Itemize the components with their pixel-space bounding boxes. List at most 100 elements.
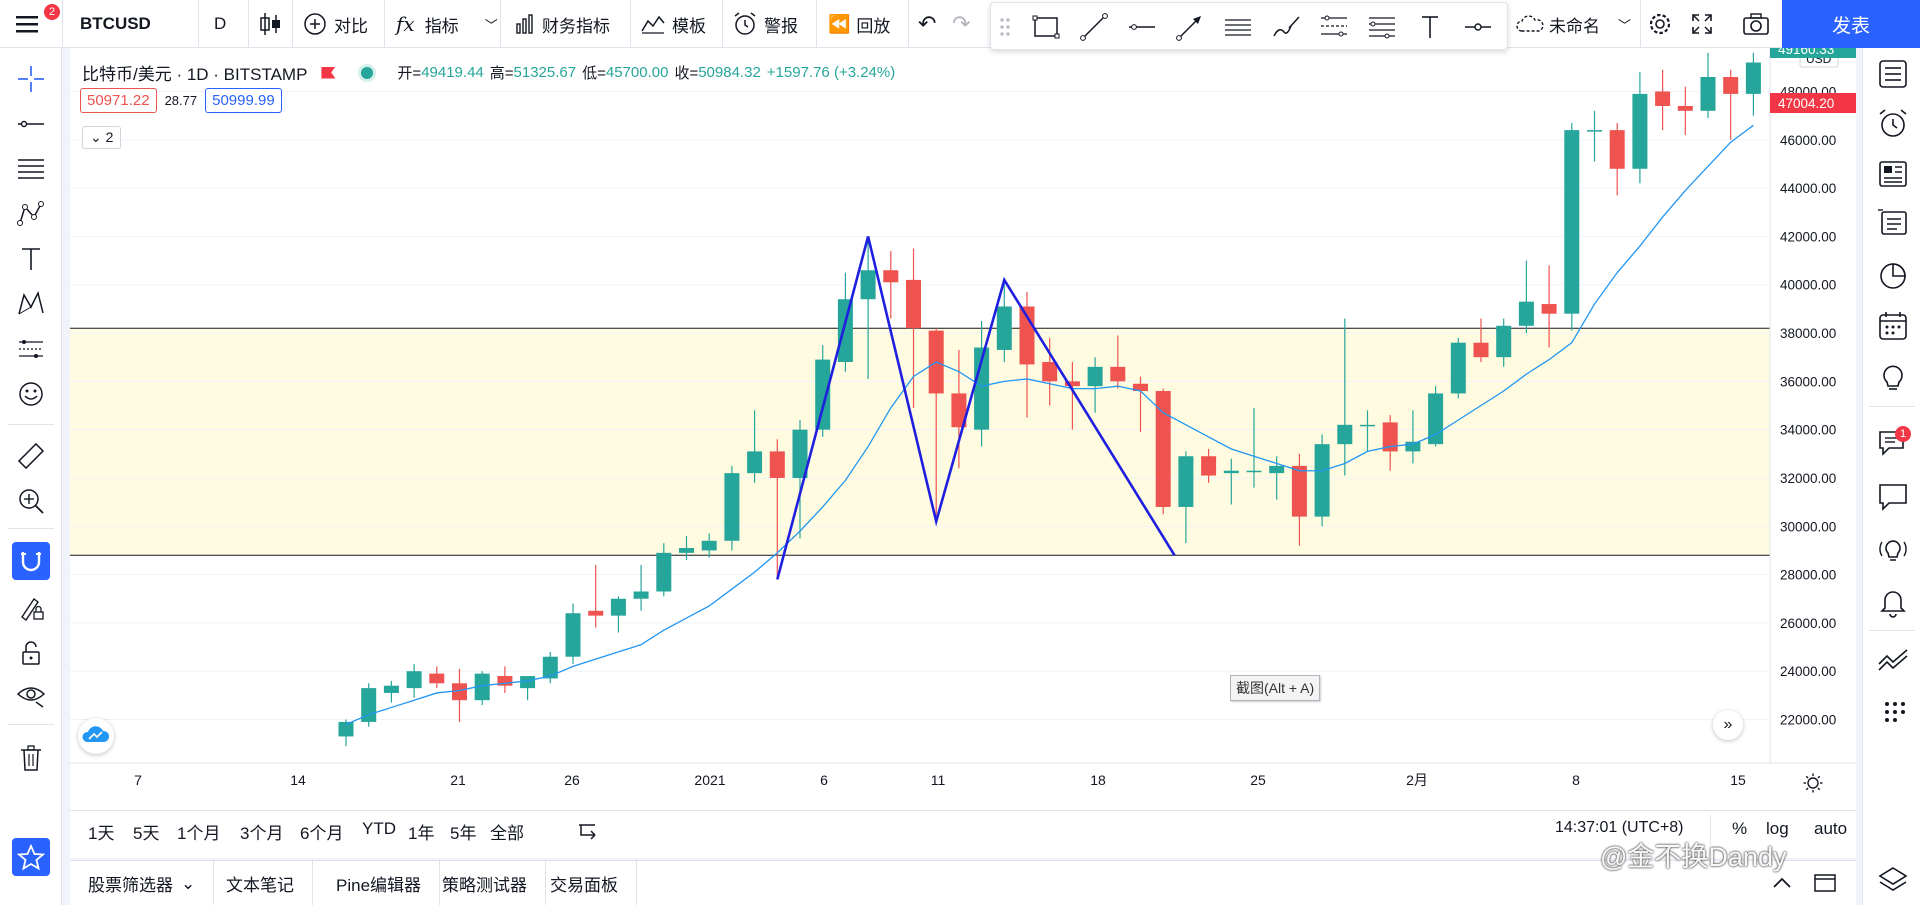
brush-icon[interactable]	[1271, 12, 1301, 42]
current-price-badge	[1770, 93, 1856, 113]
financials-button[interactable]: 财务指标	[514, 0, 610, 48]
change-value: +1597.76 (+3.24%)	[766, 64, 896, 81]
candle-body	[1541, 304, 1557, 314]
indicators-collapse-button[interactable]: ⌄ 2	[82, 126, 122, 149]
range-button[interactable]: 1年	[408, 824, 435, 843]
log-scale-toggle[interactable]: log	[1766, 819, 1789, 838]
tradingview-logo[interactable]	[78, 718, 114, 754]
candle-body	[452, 683, 467, 701]
chart-type-button[interactable]	[258, 0, 282, 48]
range-button[interactable]: 5天	[133, 824, 160, 843]
range-button[interactable]: 全部	[490, 824, 524, 843]
price-label-icon[interactable]	[1463, 12, 1493, 42]
streams-icon[interactable]	[1877, 534, 1909, 566]
redo-icon[interactable]: ↷	[952, 11, 971, 36]
ruler-icon[interactable]	[16, 441, 46, 471]
gear-tooth	[1805, 775, 1809, 779]
symbol-search[interactable]: BTCUSD	[80, 14, 151, 33]
layers-icon[interactable]	[1877, 864, 1909, 896]
trend-icon[interactable]	[1877, 642, 1909, 674]
drag-handle-icon[interactable]	[999, 16, 1011, 38]
auto-scale-toggle[interactable]: auto	[1814, 819, 1848, 838]
unlock-icon[interactable]	[16, 638, 46, 668]
alert-button[interactable]: 警报	[732, 0, 798, 48]
settings-button[interactable]	[1646, 0, 1674, 48]
plus-circle-icon	[304, 13, 326, 35]
smiley-icon[interactable]	[16, 379, 46, 409]
bottom-tab[interactable]: Pine编辑器	[318, 861, 441, 905]
scroll-to-realtime-button[interactable]: »	[1713, 710, 1743, 740]
bottom-tab[interactable]: 策略测试器	[424, 861, 546, 905]
lock-drawing-icon[interactable]	[16, 593, 46, 623]
watchlist-icon[interactable]	[1877, 58, 1909, 90]
interval-button[interactable]: D	[214, 14, 227, 33]
time-tick-label: 21	[450, 772, 466, 788]
alarm-clock-icon[interactable]	[1877, 108, 1909, 140]
rectangle-icon[interactable]	[1031, 12, 1061, 42]
range-button[interactable]: 5年	[450, 824, 477, 843]
dot-grid-icon[interactable]	[1877, 694, 1909, 726]
parallel-channel-icon[interactable]	[1223, 12, 1253, 42]
range-button[interactable]: 1个月	[177, 824, 221, 843]
text-icon[interactable]	[16, 244, 46, 274]
trash-icon[interactable]	[16, 743, 46, 773]
horizontal-ray-icon[interactable]	[1127, 12, 1157, 42]
date-range-icon[interactable]	[576, 820, 598, 840]
open-value: 49419.44	[421, 64, 484, 81]
clock-time[interactable]: 14:37:01 (UTC+8)	[1555, 819, 1684, 836]
chevron-up-icon[interactable]	[1770, 873, 1794, 893]
chart-pane[interactable]: 48000.00 46000.00 44000.00 42000.00 40000.00…	[70, 48, 1856, 858]
eye-icon[interactable]	[16, 680, 46, 710]
undo-icon[interactable]: ↶	[918, 11, 937, 36]
publish-button[interactable]: 发表	[1782, 0, 1920, 48]
range-button[interactable]: 3个月	[240, 824, 284, 843]
crosshair-icon[interactable]	[16, 64, 46, 94]
replay-button[interactable]: ⏪ 回放	[828, 0, 890, 48]
parallel-lines-icon[interactable]	[16, 154, 46, 184]
range-button[interactable]: 6个月	[300, 824, 344, 843]
forecast-icon[interactable]	[16, 334, 46, 364]
close-value: 50984.32	[698, 64, 761, 81]
calendar-icon[interactable]	[1877, 310, 1909, 342]
fib-extension-icon[interactable]	[1367, 12, 1397, 42]
range-button[interactable]: 1天	[88, 824, 115, 843]
trend-line-icon[interactable]	[1079, 12, 1109, 42]
bottom-tab[interactable]: 交易面板	[532, 861, 637, 905]
text-tool-icon[interactable]	[1415, 12, 1445, 42]
ask-price[interactable]: 50999.99	[205, 88, 282, 113]
bottom-tab[interactable]: 股票筛选器 ⌄	[70, 861, 215, 905]
maximize-panel-icon[interactable]	[1812, 871, 1838, 895]
xabcd-pattern-icon[interactable]	[16, 289, 46, 319]
favorites-button[interactable]	[12, 838, 50, 876]
arrow-icon[interactable]	[1175, 12, 1205, 42]
candle-body	[1133, 383, 1148, 392]
axis-settings-icon[interactable]	[1803, 773, 1823, 793]
magnet-button[interactable]	[12, 542, 50, 580]
fullscreen-button[interactable]	[1690, 0, 1714, 48]
ideas-lightbulb-icon[interactable]	[1877, 362, 1909, 394]
cloud-layout-button[interactable]: 未命名 ﹀	[1515, 0, 1631, 48]
indicators-button[interactable]: 𝑓x 指标 ﹀	[396, 0, 498, 48]
templates-button[interactable]: 模板	[640, 0, 706, 48]
fib-retracement-icon[interactable]	[1319, 12, 1349, 42]
compare-button[interactable]: 对比	[302, 0, 368, 48]
hotlist-icon[interactable]	[1877, 260, 1909, 292]
price-chart[interactable]: 48000.0046000.0044000.0042000.0040000.00…	[70, 48, 1856, 810]
flag-icon[interactable]	[321, 66, 336, 79]
bid-price[interactable]: 50971.22	[80, 88, 157, 113]
messages-icon[interactable]	[1877, 480, 1909, 512]
range-button[interactable]: YTD	[362, 819, 396, 838]
zoom-in-icon[interactable]	[16, 486, 46, 516]
news-icon[interactable]	[1877, 158, 1909, 190]
snapshot-button[interactable]	[1742, 0, 1770, 48]
pattern-icon[interactable]	[16, 199, 46, 229]
menu-button[interactable]: 2	[14, 0, 60, 48]
percent-scale-toggle[interactable]: %	[1732, 819, 1748, 838]
data-window-icon[interactable]	[1877, 206, 1909, 238]
notifications-bell-icon[interactable]	[1877, 586, 1909, 618]
bottom-tab[interactable]: 文本笔记	[208, 861, 313, 905]
candle-body	[1609, 130, 1625, 169]
candle-body	[1655, 91, 1671, 106]
horizontal-line-icon[interactable]	[16, 109, 46, 139]
